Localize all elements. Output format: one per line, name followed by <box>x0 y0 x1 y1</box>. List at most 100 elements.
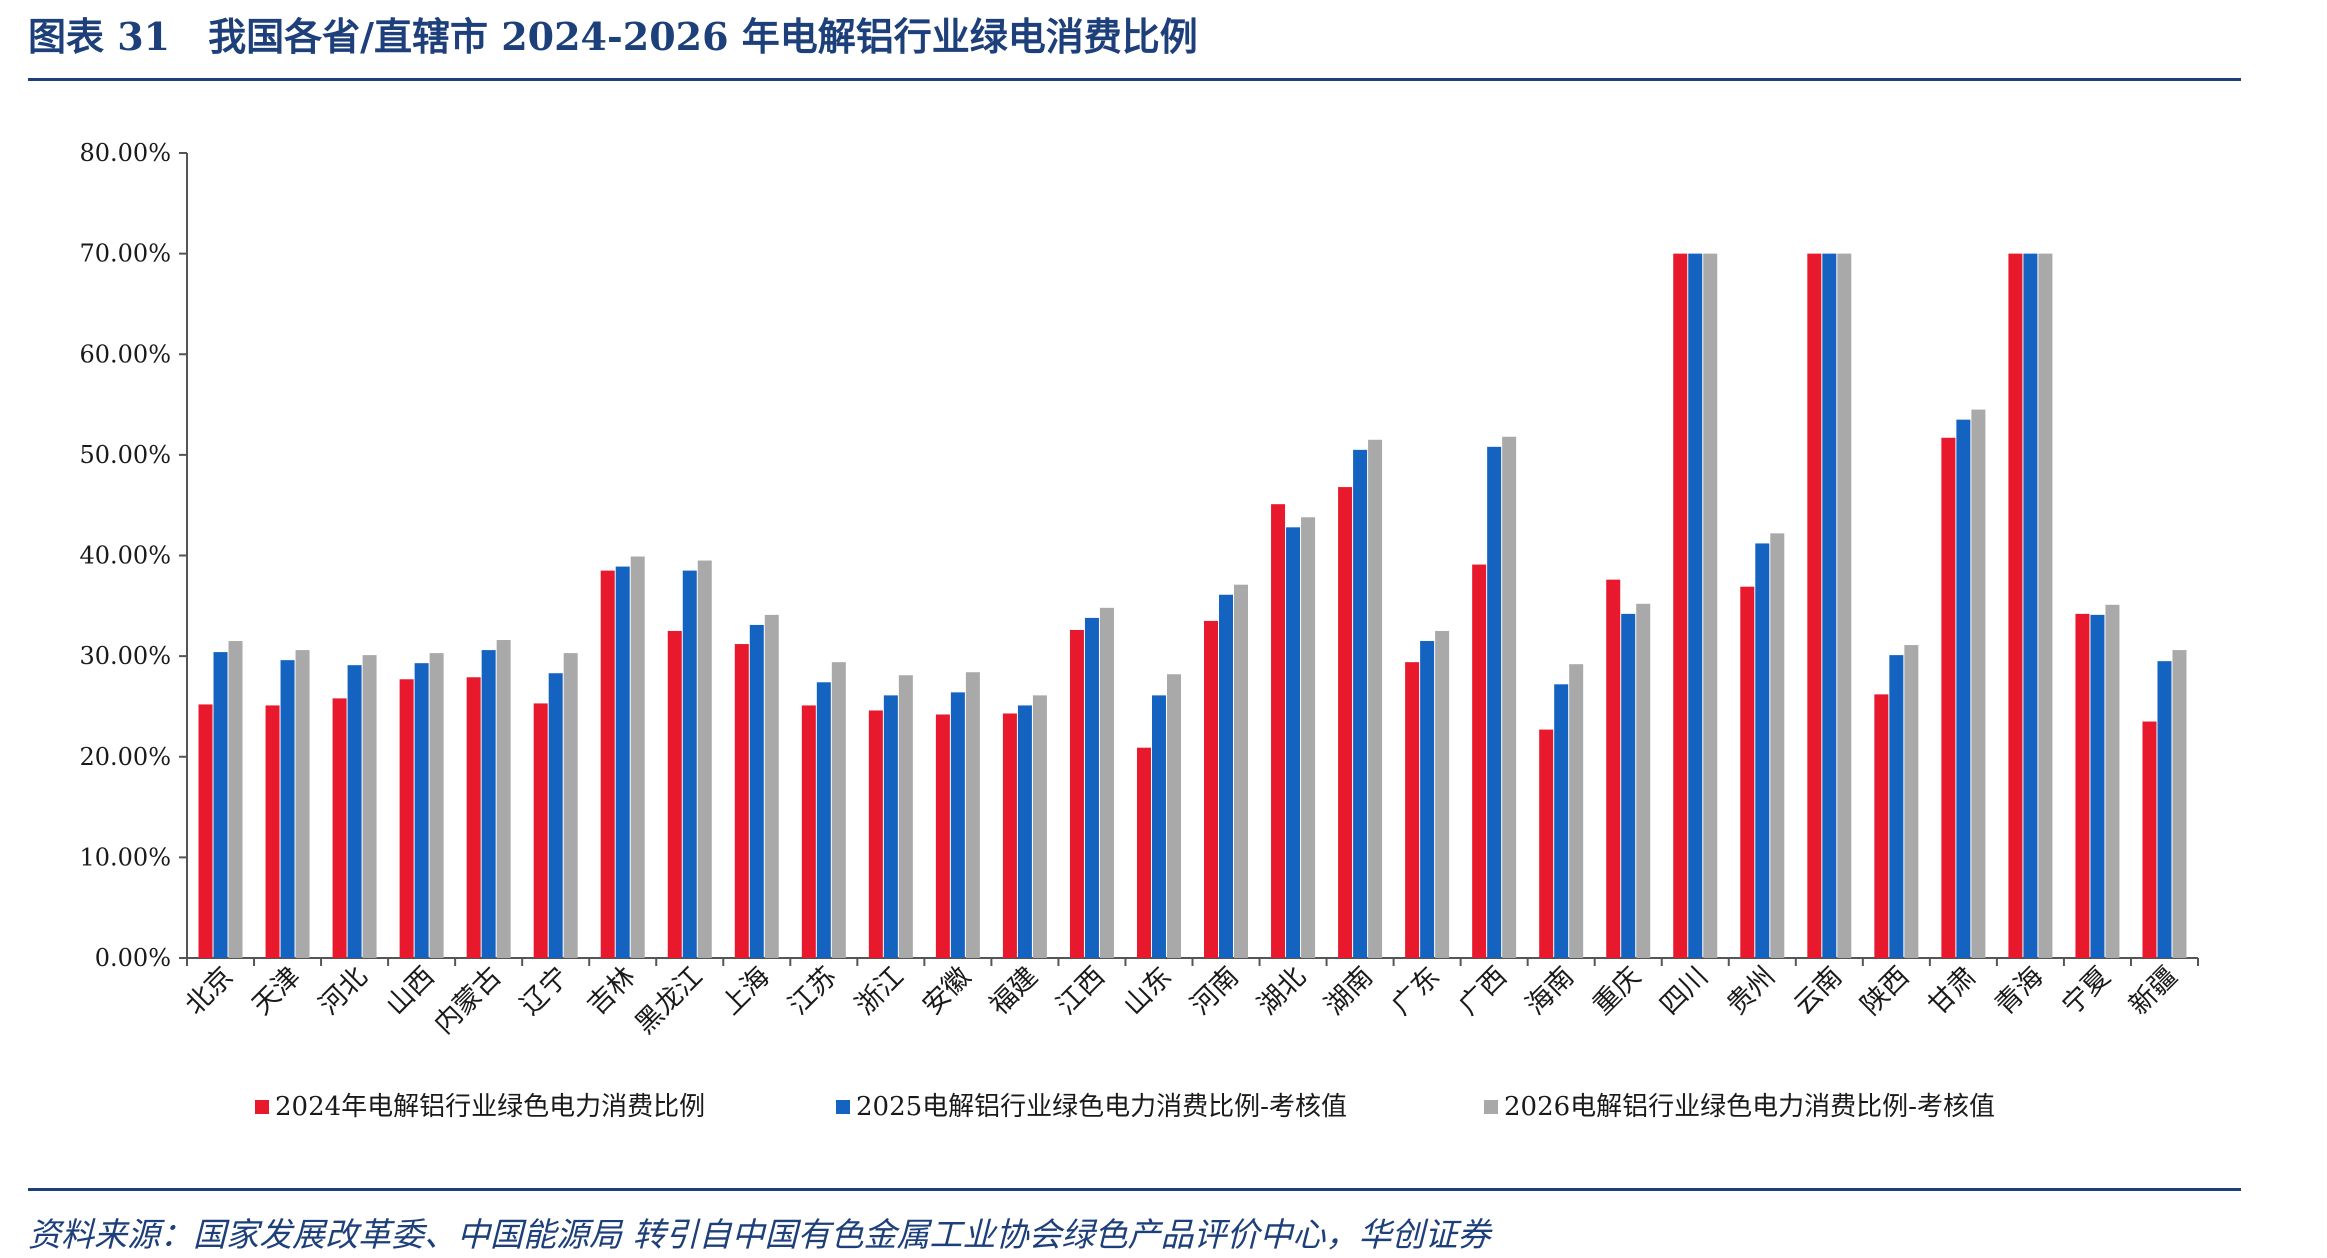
bar-2026 <box>1971 409 1986 958</box>
x-category-label: 青海 <box>1989 961 2049 1021</box>
bar-2024 <box>1204 620 1219 958</box>
bar-2026 <box>1569 664 1584 958</box>
bar-2025 <box>1554 684 1569 958</box>
x-category-label: 辽宁 <box>515 961 575 1021</box>
y-tick-label: 50.00% <box>79 441 171 469</box>
y-tick-label: 80.00% <box>79 139 171 167</box>
y-tick-label: 10.00% <box>79 843 171 871</box>
bar-2025 <box>1889 655 1904 958</box>
bar-2025 <box>280 660 295 958</box>
bar-2026 <box>429 653 444 958</box>
bar-2024 <box>2075 613 2090 958</box>
bar-2025 <box>615 566 630 958</box>
bar-2026 <box>2038 253 2053 958</box>
bar-2024 <box>1271 504 1286 958</box>
legend-swatch-2026 <box>1484 1100 1498 1114</box>
bar-2024 <box>1673 253 1688 958</box>
legend-swatch-2025 <box>836 1100 850 1114</box>
x-category-label: 江苏 <box>783 961 843 1021</box>
x-category-label: 甘肃 <box>1922 961 1982 1021</box>
legend-swatch-2024 <box>255 1100 269 1114</box>
bar-2026 <box>563 653 578 958</box>
legend-label-2026: 2026电解铝行业绿色电力消费比例-考核值 <box>1504 1092 1995 1122</box>
bar-2026 <box>295 650 310 958</box>
bar-2024 <box>1405 662 1420 958</box>
bar-2026 <box>1166 674 1181 958</box>
bar-2026 <box>1636 603 1651 958</box>
x-category-label: 吉林 <box>582 961 642 1021</box>
y-tick-label: 60.00% <box>79 340 171 368</box>
bar-2024 <box>1606 579 1621 958</box>
chart-figure-title: 图表 31 我国各省/直辖市 2024-2026 年电解铝行业绿电消费比例 <box>28 14 1198 59</box>
bar-2024 <box>332 698 347 958</box>
bar-2024 <box>198 704 213 958</box>
bar-2026 <box>898 675 913 958</box>
legend-label-2024: 2024年电解铝行业绿色电力消费比例 <box>275 1092 705 1122</box>
bar-2026 <box>1502 436 1517 958</box>
bar-2026 <box>2172 650 2187 958</box>
x-category-label: 北京 <box>179 961 239 1021</box>
bottom-divider <box>28 1188 2241 1191</box>
x-category-label: 河南 <box>1185 961 1245 1021</box>
bar-2024 <box>1807 253 1822 958</box>
bar-2025 <box>2023 253 2038 958</box>
x-category-label: 广西 <box>1453 961 1513 1021</box>
x-category-label: 河北 <box>313 961 373 1021</box>
bar-2026 <box>362 655 377 958</box>
bar-2025 <box>1017 705 1032 958</box>
x-category-label: 云南 <box>1788 961 1848 1021</box>
bar-2025 <box>1420 641 1435 958</box>
legend-label-2025: 2025电解铝行业绿色电力消费比例-考核值 <box>856 1092 1347 1122</box>
bar-2025 <box>1353 449 1368 958</box>
bar-2026 <box>2105 604 2120 958</box>
bar-2025 <box>1286 527 1301 958</box>
bar-2024 <box>533 703 548 958</box>
bar-2024 <box>399 679 414 958</box>
bar-2025 <box>1084 617 1099 958</box>
x-category-label: 湖南 <box>1319 961 1379 1021</box>
bar-2024 <box>2008 253 2023 958</box>
x-category-label: 广东 <box>1386 961 1446 1021</box>
bar-2024 <box>935 714 950 958</box>
x-category-label: 四川 <box>1654 961 1714 1021</box>
y-tick-label: 30.00% <box>79 642 171 670</box>
bar-2026 <box>764 614 779 958</box>
x-category-label: 上海 <box>716 961 776 1021</box>
bar-2024 <box>1472 564 1487 958</box>
bar-2025 <box>1621 613 1636 958</box>
bar-2026 <box>1770 533 1785 958</box>
bar-2026 <box>965 672 980 958</box>
bar-2026 <box>1301 517 1316 958</box>
bar-2024 <box>265 705 280 958</box>
bar-2025 <box>1487 446 1502 958</box>
bar-2025 <box>816 682 831 958</box>
x-category-label: 江西 <box>1051 961 1111 1021</box>
y-tick-label: 40.00% <box>79 542 171 570</box>
bar-2025 <box>2090 614 2105 958</box>
x-category-label: 山西 <box>380 961 440 1021</box>
bar-2024 <box>600 570 615 958</box>
bar-2026 <box>1234 584 1249 958</box>
x-category-label: 湖北 <box>1252 961 1312 1021</box>
bar-2025 <box>749 624 764 958</box>
y-tick-label: 0.00% <box>95 944 171 972</box>
bar-2024 <box>1136 747 1151 958</box>
x-category-label: 黑龙江 <box>630 961 709 1040</box>
x-category-label: 内蒙古 <box>428 961 507 1040</box>
bar-2026 <box>1032 695 1047 958</box>
bar-2026 <box>1837 253 1852 958</box>
x-category-label: 新疆 <box>2123 961 2183 1021</box>
bar-2026 <box>1703 253 1718 958</box>
bar-2025 <box>213 652 228 958</box>
bar-2025 <box>1688 253 1703 958</box>
bar-2026 <box>1368 439 1383 958</box>
bar-2024 <box>1338 487 1353 958</box>
x-category-label: 福建 <box>984 961 1044 1021</box>
bar-2024 <box>1941 437 1956 958</box>
bars <box>198 253 2187 958</box>
bar-2026 <box>831 662 846 958</box>
bar-2025 <box>548 673 563 958</box>
bar-2026 <box>496 640 511 958</box>
bar-2024 <box>1740 586 1755 958</box>
bar-2024 <box>1874 694 1889 958</box>
